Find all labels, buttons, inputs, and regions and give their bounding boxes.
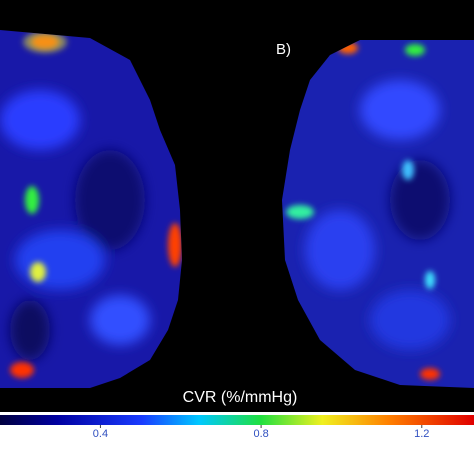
panel-label: B) xyxy=(276,41,291,58)
colorbar-label: CVR (%/mmHg) xyxy=(183,389,298,406)
colorbar xyxy=(0,415,474,425)
colorbar-tick-label: 1.2 xyxy=(414,428,429,440)
colorbar-tick-label: 0.8 xyxy=(253,428,268,440)
colorbar-tick-label: 0.4 xyxy=(93,428,108,440)
